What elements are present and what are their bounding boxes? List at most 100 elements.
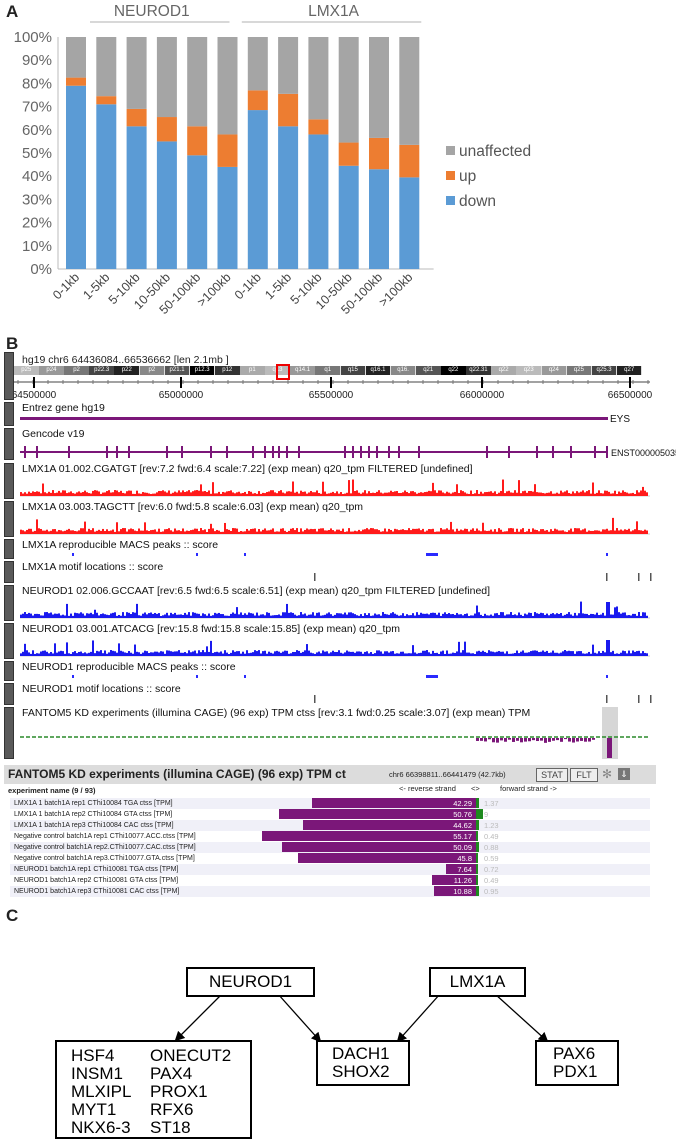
track-handle[interactable] [4, 501, 14, 537]
signal-bar [636, 615, 638, 618]
signal-bar [72, 493, 74, 496]
table-row[interactable]: LMX1A 1 batch1A rep3 CThi10084 CAC ctss … [10, 820, 650, 831]
signal-bar [160, 531, 162, 534]
table-row[interactable]: LMX1A 1 batch1A rep1 CThi10084 TGA ctss … [10, 798, 650, 809]
chromosome-band: q14.1 [290, 366, 315, 375]
table-row[interactable]: NEUROD1 batch1A rep1 CThi10081 TGA ctss … [10, 864, 650, 875]
signal-bar [352, 651, 354, 656]
signal-bar [292, 481, 294, 496]
signal-bar [518, 612, 520, 618]
signal-bar [428, 529, 430, 534]
signal-bar [566, 490, 568, 496]
signal-bar [556, 613, 558, 618]
signal-bar [572, 651, 574, 656]
signal-bar [274, 531, 276, 534]
track-handle[interactable] [4, 623, 14, 659]
signal-bar [446, 528, 448, 534]
signal-bar [400, 651, 402, 656]
signal-bar [298, 531, 300, 534]
gear-icon[interactable]: ✻ [602, 767, 613, 781]
signal-bar [600, 652, 602, 656]
signal-bar [268, 612, 270, 618]
table-row[interactable]: NEUROD1 batch1A rep2 CThi10081 GTA ctss … [10, 875, 650, 886]
signal-bar [566, 613, 568, 618]
signal-bar [102, 528, 104, 534]
bar-up [187, 126, 208, 156]
track-handle[interactable] [4, 402, 14, 426]
signal-bar [418, 492, 420, 496]
signal-bar [88, 493, 90, 496]
signal-bar [346, 650, 348, 656]
signal-bar [156, 613, 158, 618]
signal-bar [222, 653, 224, 656]
signal-bar [484, 651, 486, 656]
signal-bar [338, 650, 340, 656]
signal-bar [324, 651, 326, 656]
bar-unaffected [369, 37, 389, 138]
signal-bar [552, 650, 554, 656]
signal-bar [180, 614, 182, 618]
table-row[interactable]: Negative control batch1A rep1 CThi10077.… [10, 831, 650, 842]
ideogram-highlight [276, 364, 290, 380]
track-handle[interactable] [4, 683, 14, 705]
table-row[interactable]: LMX1A 1 batch1A rep2 CThi10084 GTA ctss … [10, 809, 650, 820]
signal-bar [256, 531, 258, 534]
table-row[interactable]: Negative control batch1A rep2.CThi10077.… [10, 842, 650, 853]
signal-bar [262, 614, 264, 618]
signal-bar [374, 653, 376, 656]
track-handle[interactable] [4, 661, 14, 681]
forward-value: 0.72 [484, 865, 499, 874]
signal-bar [454, 614, 456, 618]
signal-bar [322, 615, 324, 618]
track-handle[interactable] [4, 428, 14, 460]
signal-bar [616, 528, 618, 534]
signal-bar [350, 531, 352, 534]
signal-bar [156, 651, 158, 656]
signal-bar [258, 615, 260, 618]
table-row[interactable]: Negative control batch1A rep3.CThi10077.… [10, 853, 650, 864]
signal-bar [260, 614, 262, 618]
signal-bar [36, 613, 38, 618]
signal-bar [584, 492, 586, 496]
signal-bar [490, 651, 492, 656]
flt-button[interactable]: FLT [570, 768, 598, 782]
signal-bar [58, 613, 60, 618]
signal-bar [506, 614, 508, 618]
signal-bar [40, 651, 42, 656]
track-handle[interactable] [4, 352, 14, 400]
signal-bar [632, 613, 634, 618]
track-handle[interactable] [4, 539, 14, 559]
reverse-value: 44.62 [453, 821, 472, 830]
signal-bar [48, 491, 50, 496]
signal-bar [314, 615, 316, 618]
bar-down [278, 126, 299, 269]
experiment-name: LMX1A 1 batch1A rep1 CThi10084 TGA ctss … [14, 800, 173, 807]
signal-bar [86, 492, 88, 496]
forward-strand-bar [476, 875, 479, 885]
signal-bar [326, 530, 328, 534]
signal-bar [314, 653, 316, 656]
track-handle[interactable] [4, 561, 14, 583]
signal-bar [234, 493, 236, 496]
signal-bar [272, 653, 274, 656]
signal-bar [560, 652, 562, 656]
stat-button[interactable]: STAT [536, 768, 568, 782]
track-handle[interactable] [4, 585, 14, 621]
signal-bar [316, 652, 318, 656]
signal-bar [232, 612, 234, 618]
signal-bar [326, 493, 328, 496]
download-icon[interactable]: ⇓ [618, 768, 630, 780]
signal-bar [88, 528, 90, 534]
signal-bar [360, 531, 362, 534]
signal-bar [154, 493, 156, 496]
signal-bar [308, 529, 310, 534]
signal-bar [404, 530, 406, 534]
signal-bar [442, 613, 444, 618]
signal-bar [132, 493, 134, 496]
track-handle[interactable] [4, 463, 14, 499]
table-row[interactable]: NEUROD1 batch1A rep3 CThi10081 CAC ctss … [10, 886, 650, 897]
bar-down [247, 110, 268, 269]
signal-bar [520, 614, 522, 618]
chromosome-band: q22 [491, 366, 516, 375]
track-handle[interactable] [4, 707, 14, 759]
